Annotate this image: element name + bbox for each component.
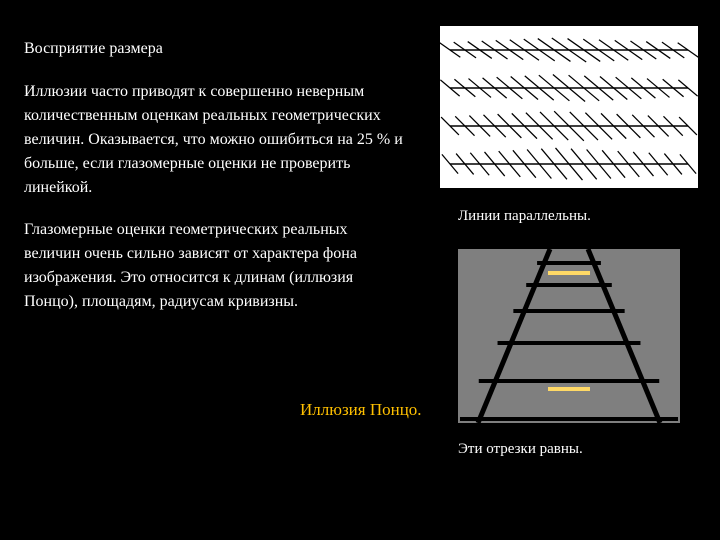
figures-column: Линии параллельны. Эти отрезки равны. xyxy=(440,26,698,458)
figure-ponzo-wrap xyxy=(458,249,698,423)
figure-ponzo xyxy=(458,249,680,423)
ponzo-svg xyxy=(458,249,680,423)
text-column: Восприятие размера Иллюзии часто приводя… xyxy=(24,38,404,332)
parallel-lines-svg xyxy=(440,26,698,188)
paragraph-2: Глазомерные оценки геометрических реальн… xyxy=(24,218,404,314)
caption-parallel: Линии параллельны. xyxy=(458,208,698,225)
heading: Восприятие размера xyxy=(24,38,404,60)
ponzo-label: Иллюзия Понцо. xyxy=(300,400,422,420)
figure-parallel-lines xyxy=(440,26,698,188)
paragraph-1: Иллюзии часто приводят к совершенно неве… xyxy=(24,80,404,200)
caption-ponzo: Эти отрезки равны. xyxy=(458,441,698,458)
